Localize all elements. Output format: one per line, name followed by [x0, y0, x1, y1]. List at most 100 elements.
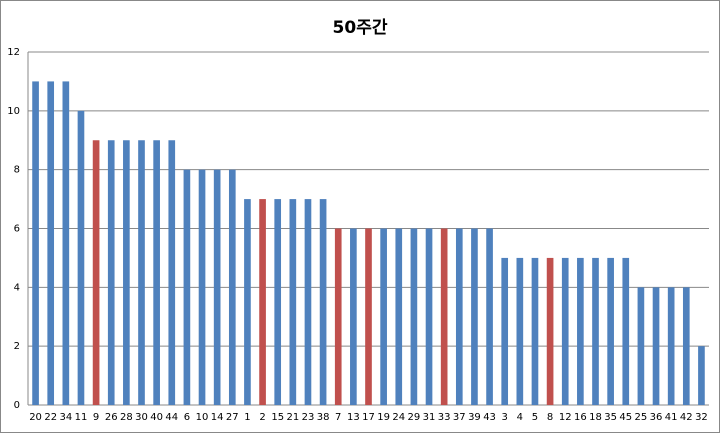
x-tick-label: 27: [226, 412, 239, 423]
x-tick-label: 16: [574, 412, 587, 423]
x-tick-label: 25: [635, 412, 648, 423]
x-tick-label: 31: [423, 412, 436, 423]
bar: [107, 140, 115, 405]
bar: [577, 257, 584, 405]
bar: [47, 81, 55, 406]
x-tick-label: 39: [468, 412, 481, 423]
bar: [471, 228, 478, 405]
bar: [350, 228, 357, 405]
bar: [667, 287, 675, 405]
x-tick-label: 14: [211, 412, 224, 423]
bar: [607, 257, 614, 405]
x-tick-label: 3: [502, 412, 508, 423]
x-tick-label: 7: [335, 412, 341, 423]
bar: [244, 199, 251, 405]
x-tick-label: 43: [483, 412, 496, 423]
bar: [440, 228, 448, 405]
y-tick-label: 2: [14, 341, 20, 352]
x-tick-label: 30: [135, 412, 148, 423]
x-tick-label: 37: [453, 412, 466, 423]
bar: [334, 228, 342, 405]
x-tick-label: 24: [392, 412, 405, 423]
x-tick-label: 9: [93, 412, 99, 423]
x-tick-label: 11: [75, 412, 88, 423]
x-tick-label: 26: [105, 412, 118, 423]
x-tick-label: 20: [29, 412, 42, 423]
x-tick-label: 19: [377, 412, 390, 423]
bar: [455, 228, 463, 405]
x-tick-label: 8: [547, 412, 553, 423]
x-tick-label: 33: [438, 412, 451, 423]
bar: [546, 257, 554, 405]
x-tick-label: 44: [165, 412, 178, 423]
bar: [486, 228, 493, 405]
bar: [698, 346, 705, 405]
x-tick-label: 2: [259, 412, 265, 423]
x-tick-label: 35: [604, 412, 617, 423]
bar: [682, 287, 690, 405]
y-tick-label: 6: [14, 224, 20, 235]
x-tick-label: 22: [44, 412, 57, 423]
bar: [62, 81, 70, 406]
x-tick-label: 15: [271, 412, 284, 423]
bar: [183, 169, 191, 405]
bar: [168, 140, 176, 405]
bar: [198, 169, 206, 405]
bar: [138, 140, 145, 405]
y-tick-label: 0: [14, 400, 20, 411]
x-tick-label: 10: [196, 412, 209, 423]
x-tick-label: 29: [408, 412, 421, 423]
bar: [380, 228, 387, 405]
bar: [319, 199, 327, 405]
x-tick-label: 38: [317, 412, 330, 423]
x-tick-label: 42: [680, 412, 693, 423]
x-tick-label: 13: [347, 412, 360, 423]
x-tick-label: 28: [120, 412, 133, 423]
bar: [365, 228, 372, 405]
x-tick-label: 41: [665, 412, 678, 423]
x-tick-label: 17: [362, 412, 375, 423]
bar: [274, 199, 282, 405]
x-tick-label: 34: [59, 412, 72, 423]
bar: [516, 257, 524, 405]
bar: [622, 257, 630, 405]
bar: [289, 199, 297, 405]
bar: [304, 199, 312, 405]
bar: [32, 81, 39, 406]
x-tick-label: 6: [184, 412, 190, 423]
bar: [425, 228, 433, 405]
x-tick-label: 45: [619, 412, 632, 423]
x-tick-label: 36: [650, 412, 663, 423]
x-tick-label: 32: [695, 412, 708, 423]
bar: [410, 228, 418, 405]
bar: [652, 287, 660, 405]
chart-title: 50주간: [333, 18, 388, 38]
bar: [228, 169, 236, 405]
bar: [77, 110, 85, 405]
y-tick-label: 10: [7, 106, 20, 117]
bar: [259, 199, 266, 405]
bar: [123, 140, 130, 405]
bar: [92, 140, 100, 405]
bar: [561, 257, 569, 405]
bar: [501, 257, 509, 405]
bar: [213, 169, 221, 405]
bar: [637, 287, 645, 405]
y-tick-label: 4: [14, 282, 20, 293]
x-tick-label: 18: [589, 412, 602, 423]
x-tick-label: 21: [286, 412, 299, 423]
y-tick-label: 8: [14, 165, 20, 176]
y-tick-label: 12: [7, 47, 20, 58]
x-tick-label: 4: [517, 412, 523, 423]
bar: [153, 140, 160, 405]
x-tick-label: 12: [559, 412, 572, 423]
x-tick-label: 23: [302, 412, 315, 423]
x-tick-label: 5: [532, 412, 538, 423]
bar: [531, 257, 539, 405]
x-tick-label: 1: [244, 412, 250, 423]
bar: [592, 257, 599, 405]
bar: [395, 228, 403, 405]
